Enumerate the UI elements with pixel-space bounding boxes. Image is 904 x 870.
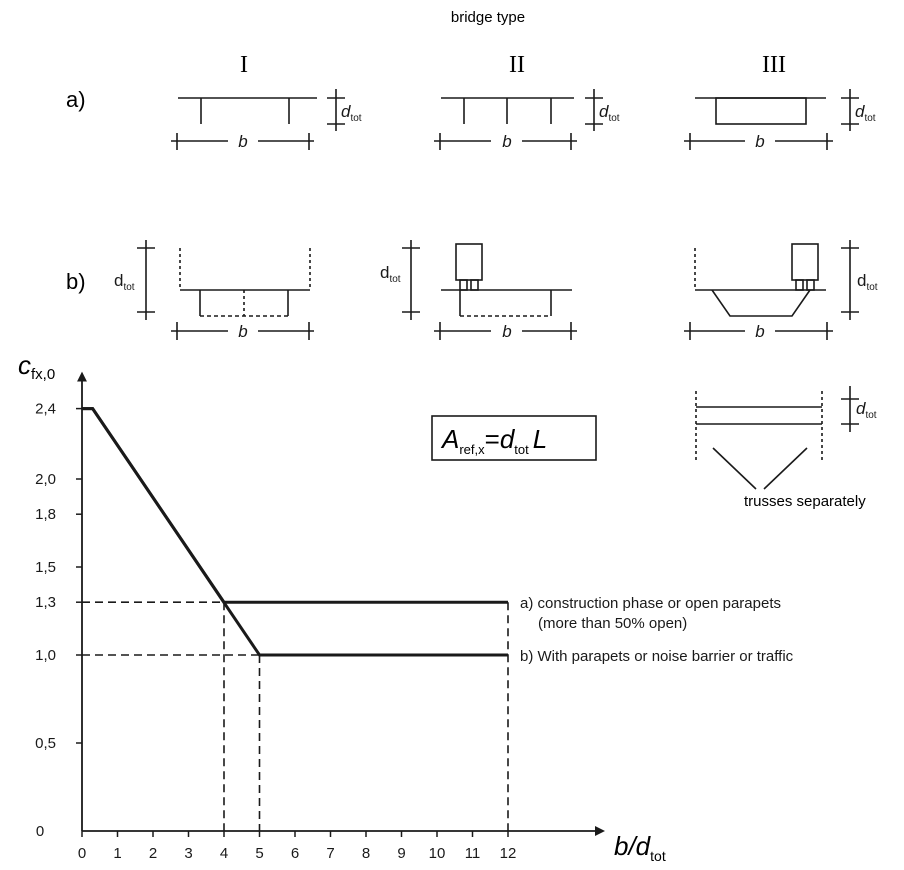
series-a-label: a) construction phase or open parapets	[520, 595, 781, 612]
type-label-II: II	[509, 52, 525, 78]
x-tick-label: 9	[397, 845, 405, 862]
x-tick-label: 7	[326, 845, 334, 862]
vehicle-icon	[791, 243, 819, 281]
width-label-b-III: b	[755, 322, 764, 341]
y-tick-label: 1,8	[35, 506, 56, 523]
row-label-b: b)	[66, 269, 86, 294]
bridge-type-caption: bridge type	[451, 9, 525, 26]
section-b-type-III	[684, 240, 859, 340]
y-axis-title: cfx,0	[18, 350, 55, 383]
depth-label-a-III: dtot	[855, 102, 876, 124]
section-b-type-I	[137, 240, 314, 340]
trusses-note: trusses separately	[744, 493, 866, 510]
x-tick-label: 1	[113, 845, 121, 862]
reference-area-formula: Aref,x=dtot L	[440, 424, 547, 457]
width-label-a-I: b	[238, 132, 247, 151]
depth-label-b-I: dtot	[114, 271, 135, 293]
depth-label-b-III: dtot	[857, 271, 878, 293]
depth-label-trusses: dtot	[856, 399, 877, 421]
type-label-I: I	[240, 52, 248, 78]
width-label-a-III: b	[755, 132, 764, 151]
series-a-label-line2: (more than 50% open)	[538, 615, 687, 632]
depth-label-a-I: dtot	[341, 102, 362, 124]
depth-label-b-II: dtot	[380, 263, 401, 285]
y-tick-label: 1,5	[35, 559, 56, 576]
section-a-type-III	[684, 89, 859, 150]
x-tick-label: 6	[291, 845, 299, 862]
x-tick-label: 11	[465, 845, 481, 862]
y-tick-label: 0	[36, 823, 44, 840]
trusses-sketch	[695, 386, 859, 490]
x-tick-label: 4	[220, 845, 228, 862]
x-tick-label: 12	[500, 845, 517, 862]
y-tick-label: 0,5	[35, 735, 56, 752]
section-b-type-II	[402, 240, 577, 340]
type-label-III: III	[762, 52, 786, 78]
x-tick-label: 5	[255, 845, 263, 862]
x-tick-label: 10	[429, 845, 446, 862]
width-label-b-II: b	[502, 322, 511, 341]
x-tick-label: 8	[362, 845, 370, 862]
y-tick-label: 2,4	[35, 401, 56, 418]
series-b-label: b) With parapets or noise barrier or tra…	[520, 648, 794, 665]
width-label-b-I: b	[238, 322, 247, 341]
x-tick-label: 2	[149, 845, 157, 862]
y-tick-label: 1,0	[35, 647, 56, 664]
section-a-type-I	[171, 89, 345, 150]
y-tick-label: 1,3	[35, 594, 56, 611]
vehicle-icon	[455, 243, 483, 281]
x-tick-label: 3	[184, 845, 192, 862]
width-label-a-II: b	[502, 132, 511, 151]
section-a-type-II	[434, 89, 603, 150]
formula-box	[431, 415, 597, 461]
row-label-a: a)	[66, 87, 86, 112]
depth-label-a-II: dtot	[599, 102, 620, 124]
y-tick-label: 2,0	[35, 471, 56, 488]
x-tick-label: 0	[78, 845, 86, 862]
series-line-b	[82, 407, 508, 657]
x-axis-title: b/dtot	[614, 831, 666, 864]
